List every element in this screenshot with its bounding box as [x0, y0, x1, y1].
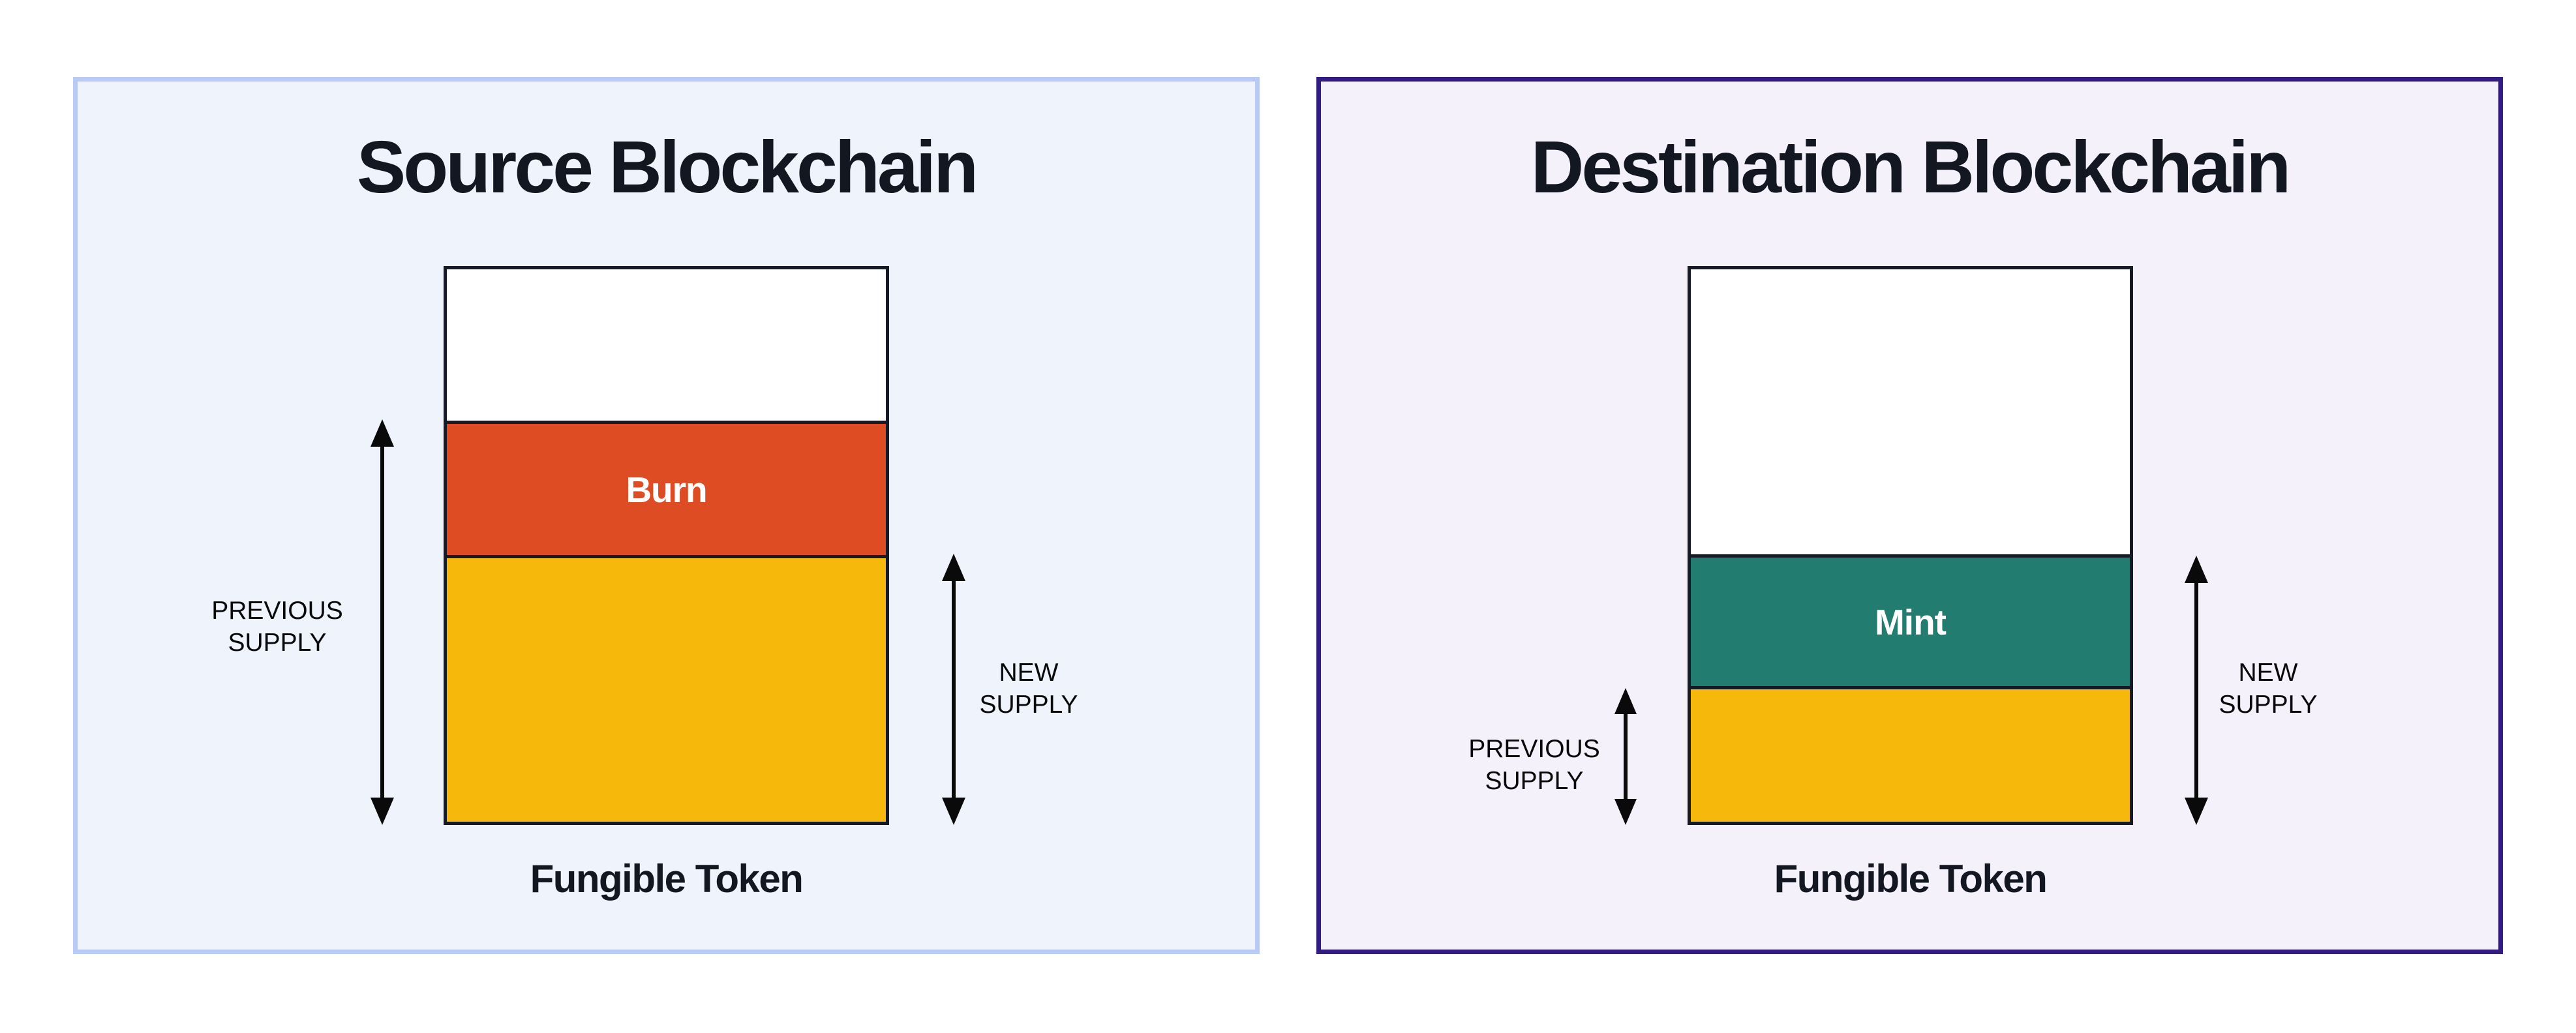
mint-segment: Mint — [1691, 554, 2130, 686]
destination-token-type-label: Fungible Token — [1774, 857, 2048, 901]
source-previous-supply-label: PREVIOUS SUPPLY — [211, 597, 343, 657]
source-unissued-segment — [447, 269, 886, 421]
source-token-type-label: Fungible Token — [530, 857, 804, 901]
destination-previous-supply-double-arrow-icon — [1614, 688, 1637, 825]
mint-segment-label: Mint — [1874, 601, 1947, 642]
destination-blockchain-panel: Destination Blockchain Mint PREVIOUS SUP… — [1316, 77, 2503, 954]
source-panel-title: Source Blockchain — [356, 126, 978, 208]
source-blockchain-panel: Source Blockchain Burn PREVIOUS SUPPLY N… — [73, 77, 1260, 954]
destination-previous-supply-segment — [1691, 686, 2130, 822]
burn-segment: Burn — [447, 421, 886, 555]
source-token-supply-bar: Burn — [444, 266, 889, 825]
burn-segment-label: Burn — [626, 469, 707, 510]
source-new-supply-double-arrow-icon — [942, 554, 965, 825]
source-remaining-supply-segment — [447, 555, 886, 822]
destination-previous-supply-label: PREVIOUS SUPPLY — [1468, 735, 1600, 795]
source-new-supply-label: NEW SUPPLY — [979, 659, 1078, 719]
destination-token-supply-bar: Mint — [1688, 266, 2133, 825]
destination-new-supply-label: NEW SUPPLY — [2219, 659, 2318, 719]
destination-unissued-segment — [1691, 269, 2130, 554]
destination-new-supply-double-arrow-icon — [2185, 556, 2208, 825]
source-previous-supply-double-arrow-icon — [371, 419, 394, 825]
destination-panel-title: Destination Blockchain — [1530, 126, 2292, 208]
